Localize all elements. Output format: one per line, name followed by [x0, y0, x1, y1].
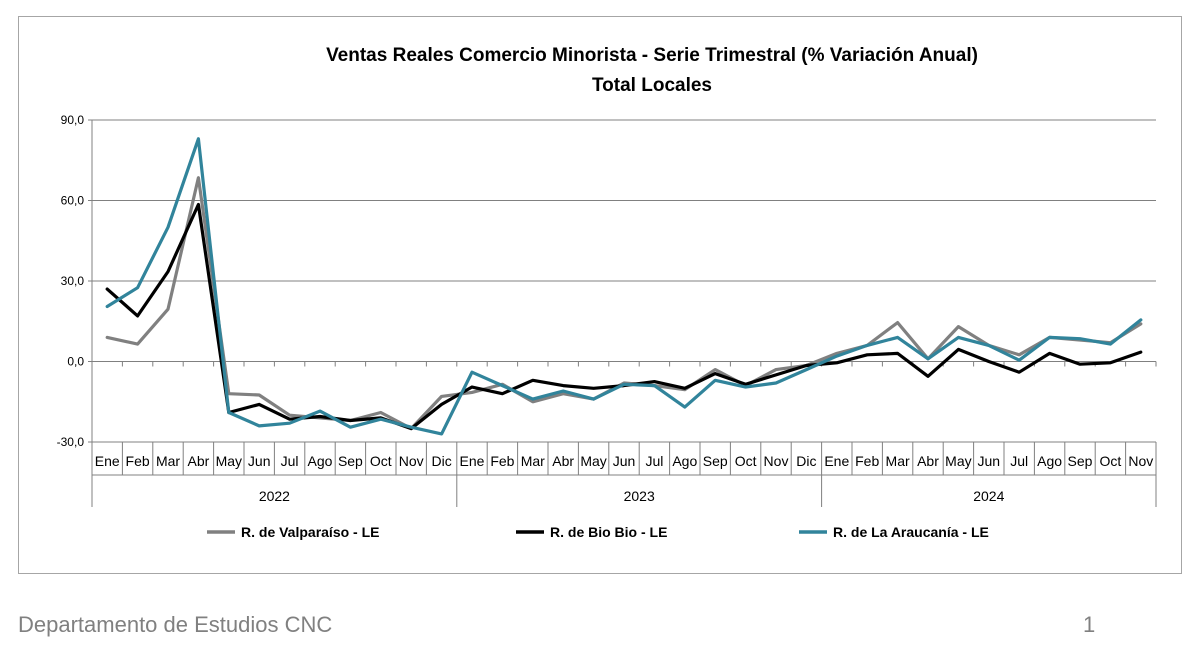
legend-label: R. de La Araucanía - LE	[833, 524, 989, 540]
series-line	[105, 137, 1143, 436]
x-tick-label: Abr	[552, 453, 574, 469]
x-tick-label: Abr	[917, 453, 939, 469]
y-tick-label: 90,0	[61, 113, 85, 127]
chart-subtitle: Total Locales	[592, 75, 712, 96]
x-year-label: 2024	[973, 488, 1004, 504]
chart-title: Ventas Reales Comercio Minorista - Serie…	[326, 45, 978, 66]
x-tick-label: Ene	[95, 453, 120, 469]
series-line	[105, 176, 1143, 431]
x-tick-label: May	[216, 453, 242, 469]
x-tick-label: Ene	[460, 453, 485, 469]
x-tick-label: May	[945, 453, 971, 469]
legend: R. de Valparaíso - LE R. de Bio Bio - LE R…	[207, 524, 989, 540]
series-lines	[105, 137, 1143, 436]
x-tick-label: Jun	[978, 453, 1001, 469]
y-tick-label: -30,0	[57, 435, 85, 449]
legend-label: R. de Valparaíso - LE	[241, 524, 380, 540]
page-number: 1	[1083, 612, 1096, 637]
x-axis: Ene Feb Mar Abr May Jun Jul Ago Sep Oct Nov Dic Ene F…	[91, 361, 1157, 507]
x-tick-label: Nov	[399, 453, 424, 469]
x-tick-label: Nov	[1128, 453, 1153, 469]
x-year-label: 2023	[624, 488, 655, 504]
y-tick-label: 30,0	[61, 274, 85, 288]
series-line	[105, 202, 1143, 431]
x-tick-label: Mar	[156, 453, 180, 469]
x-tick-label: Jul	[281, 453, 299, 469]
x-tick-label: Ene	[824, 453, 849, 469]
x-tick-label: Ago	[308, 453, 333, 469]
x-tick-label: Ago	[1037, 453, 1062, 469]
x-tick-label: Sep	[703, 453, 728, 469]
x-year-label: 2022	[259, 488, 290, 504]
x-tick-label: Sep	[1068, 453, 1093, 469]
x-tick-label: Jun	[613, 453, 636, 469]
x-tick-label: Oct	[1100, 453, 1122, 469]
x-tick-label: Feb	[855, 453, 879, 469]
x-tick-label: Feb	[126, 453, 150, 469]
y-axis: -30,0 0,0 30,0 60,0 90,0	[57, 113, 93, 449]
x-tick-label: Oct	[735, 453, 757, 469]
y-tick-label: 60,0	[61, 194, 85, 208]
x-tick-label: Mar	[521, 453, 545, 469]
x-tick-label: Jul	[645, 453, 663, 469]
x-tick-label: Dic	[796, 453, 816, 469]
x-tick-label: Jul	[1010, 453, 1028, 469]
x-tick-label: Sep	[338, 453, 363, 469]
legend-label: R. de Bio Bio - LE	[550, 524, 667, 540]
x-tick-label: Dic	[431, 453, 451, 469]
x-tick-label: Jun	[248, 453, 271, 469]
line-chart: Ventas Reales Comercio Minorista - Serie…	[57, 45, 1157, 540]
x-tick-label: Nov	[764, 453, 789, 469]
x-tick-label: Feb	[490, 453, 514, 469]
x-tick-label: Abr	[188, 453, 210, 469]
x-tick-label: Oct	[370, 453, 392, 469]
chart-frame: Ventas Reales Comercio Minorista - Serie…	[18, 16, 1182, 574]
footer-department: Departamento de Estudios CNC	[18, 612, 333, 637]
y-tick-label: 0,0	[67, 355, 84, 369]
x-tick-label: Mar	[886, 453, 910, 469]
x-tick-label: May	[580, 453, 606, 469]
x-tick-label: Ago	[672, 453, 697, 469]
